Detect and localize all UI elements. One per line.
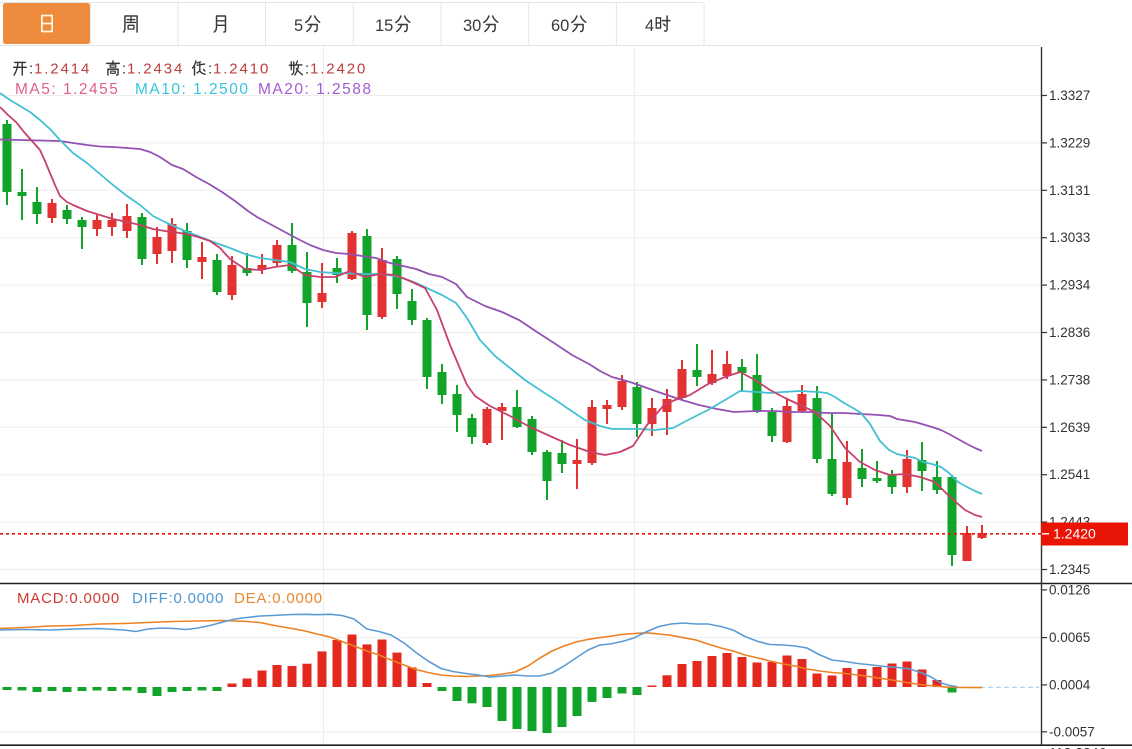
svg-text:MA10: 1.2500: MA10: 1.2500 — [135, 81, 250, 98]
svg-text:1.3131: 1.3131 — [1049, 183, 1090, 198]
svg-text:30: 30 — [463, 17, 481, 35]
svg-text:1.2414: 1.2414 — [34, 61, 91, 78]
svg-text:15: 15 — [375, 17, 393, 35]
svg-text:1.3327: 1.3327 — [1049, 88, 1090, 103]
svg-text::: : — [122, 61, 126, 78]
svg-text::: : — [29, 61, 33, 78]
svg-text:1.2934: 1.2934 — [1049, 278, 1091, 293]
svg-text:MA5: 1.2455: MA5: 1.2455 — [15, 81, 119, 98]
svg-text:1.2420: 1.2420 — [310, 61, 367, 78]
svg-text:4: 4 — [645, 17, 654, 35]
svg-text:1.2639: 1.2639 — [1049, 420, 1090, 435]
svg-text:0.0065: 0.0065 — [1049, 630, 1090, 645]
svg-text:5: 5 — [294, 17, 303, 35]
svg-text:1.2434: 1.2434 — [127, 61, 184, 78]
svg-text:1.2541: 1.2541 — [1049, 467, 1090, 482]
svg-text:1.2345: 1.2345 — [1049, 562, 1090, 577]
svg-text:DEA:0.0000: DEA:0.0000 — [234, 590, 323, 607]
svg-text::: : — [305, 61, 309, 78]
svg-text:-0.0057: -0.0057 — [1049, 724, 1095, 739]
svg-text:0.0004: 0.0004 — [1049, 677, 1091, 692]
svg-text:1.3033: 1.3033 — [1049, 230, 1090, 245]
svg-text::: : — [208, 61, 212, 78]
svg-text:1.2420: 1.2420 — [1053, 526, 1096, 542]
svg-text:118.2346: 118.2346 — [1049, 745, 1107, 749]
svg-text:60: 60 — [551, 17, 569, 35]
svg-text:0.0126: 0.0126 — [1049, 582, 1090, 597]
svg-text:1.2410: 1.2410 — [213, 61, 270, 78]
svg-text:MACD:0.0000: MACD:0.0000 — [17, 590, 120, 607]
svg-text:1.3229: 1.3229 — [1049, 135, 1090, 150]
svg-text:MA20: 1.2588: MA20: 1.2588 — [258, 81, 373, 98]
svg-text:1.2836: 1.2836 — [1049, 325, 1090, 340]
svg-text:1.2738: 1.2738 — [1049, 372, 1090, 387]
svg-text:DIFF:0.0000: DIFF:0.0000 — [132, 590, 224, 607]
